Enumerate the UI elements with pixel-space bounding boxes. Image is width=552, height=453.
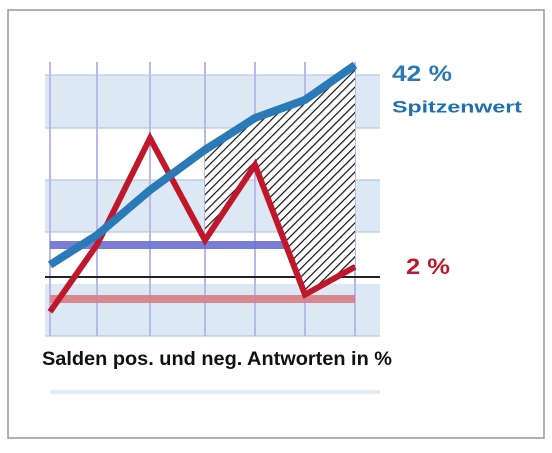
series-line <box>47 61 358 269</box>
annotation: Spitzenwert <box>392 97 522 116</box>
value-label: 2 % <box>406 254 450 279</box>
value-label: 42 % <box>392 61 452 86</box>
hatch-area <box>205 65 355 295</box>
caption: Salden pos. und neg. Antworten in % <box>42 349 392 370</box>
series-line <box>47 131 357 314</box>
